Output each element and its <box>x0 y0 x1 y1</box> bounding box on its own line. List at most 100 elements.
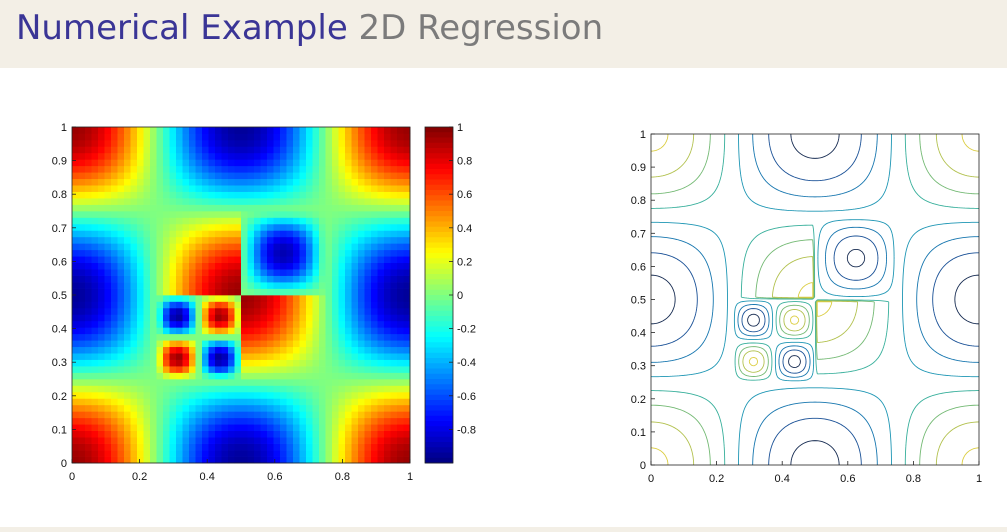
heatmap-cell <box>390 456 398 464</box>
heatmap-cell <box>280 243 287 251</box>
heatmap-cell <box>117 417 125 425</box>
heatmap-cell <box>280 424 287 432</box>
heatmap-cell <box>293 282 300 289</box>
heatmap-cell <box>332 320 339 328</box>
heatmap-cell <box>273 437 281 444</box>
heatmap-cell <box>143 327 151 335</box>
heatmap-cell <box>98 243 105 251</box>
heatmap-cell <box>319 456 326 464</box>
heatmap-cell <box>377 262 385 270</box>
heatmap-y-tick-label: 0.8 <box>52 189 67 201</box>
heatmap-cell <box>156 178 164 186</box>
heatmap-cell <box>124 430 131 438</box>
heatmap-cell <box>91 385 99 393</box>
heatmap-cell <box>312 178 320 186</box>
heatmap-cell <box>260 172 268 180</box>
heatmap-cell <box>215 443 222 451</box>
heatmap-cell <box>293 288 300 296</box>
heatmap-cell <box>124 456 131 464</box>
heatmap-cell <box>143 359 151 367</box>
heatmap-cell <box>72 404 79 412</box>
heatmap-cell <box>137 353 144 360</box>
heatmap-cell <box>254 456 261 464</box>
heatmap-cell <box>299 139 307 147</box>
heatmap-cell <box>176 152 183 160</box>
heatmap-cell <box>260 391 268 399</box>
heatmap-cell <box>221 307 229 315</box>
heatmap-cell <box>169 333 177 341</box>
heatmap-cell <box>195 417 203 425</box>
heatmap-cell <box>234 327 242 335</box>
heatmap-cell <box>117 185 125 192</box>
heatmap-cell <box>390 133 398 141</box>
heatmap-cell <box>156 236 164 244</box>
heatmap-y-tick-label: 0 <box>61 458 67 470</box>
heatmap-cell <box>176 333 183 341</box>
heatmap-cell <box>273 185 281 192</box>
colorbar-segment <box>425 184 453 191</box>
heatmap-cell <box>156 366 164 373</box>
heatmap-cell <box>312 249 320 257</box>
heatmap-cell <box>254 185 261 192</box>
contour-line <box>650 133 980 466</box>
heatmap-cell <box>345 288 352 296</box>
heatmap-cell <box>273 346 281 354</box>
heatmap-cell <box>72 139 79 147</box>
heatmap-cell <box>293 353 300 360</box>
heatmap-cell <box>332 346 339 354</box>
heatmap-cell <box>189 211 196 218</box>
heatmap-cell <box>403 198 411 205</box>
heatmap-cell <box>72 275 79 283</box>
heatmap-cell <box>267 314 274 322</box>
heatmap-cell <box>332 359 339 367</box>
heatmap-cell <box>254 404 261 412</box>
heatmap-cell <box>169 456 177 464</box>
heatmap-cell <box>104 385 112 393</box>
heatmap-cell <box>371 404 378 412</box>
heatmap-cell <box>260 204 268 212</box>
heatmap-cell <box>111 243 118 251</box>
heatmap-cell <box>260 178 268 186</box>
heatmap-cell <box>202 262 209 270</box>
heatmap-cell <box>358 404 365 412</box>
heatmap-cell <box>306 230 313 238</box>
heatmap-cell <box>312 314 320 322</box>
heatmap-cell <box>104 223 112 231</box>
heatmap-cell <box>358 372 365 380</box>
heatmap-cell <box>143 159 151 167</box>
heatmap-cell <box>377 385 385 393</box>
heatmap-cell <box>189 411 196 419</box>
heatmap-cell <box>130 417 138 425</box>
heatmap-cell <box>312 333 320 341</box>
heatmap-cell <box>312 185 320 192</box>
heatmap-cell <box>130 366 138 373</box>
heatmap-cell <box>130 295 138 302</box>
heatmap-cell <box>156 127 164 134</box>
heatmap-cell <box>267 230 274 238</box>
heatmap-cell <box>338 417 346 425</box>
heatmap-cell <box>403 417 411 425</box>
colorbar-tick-label: 0.8 <box>457 156 472 168</box>
heatmap-cell <box>312 398 320 406</box>
heatmap-cell <box>137 133 144 141</box>
heatmap-cell <box>78 385 86 393</box>
heatmap-cell <box>247 127 255 134</box>
heatmap-cell <box>384 236 391 244</box>
heatmap-cell <box>163 372 170 380</box>
heatmap-cell <box>299 172 307 180</box>
heatmap-cell <box>299 191 307 199</box>
heatmap-cell <box>150 353 157 360</box>
heatmap-cell <box>390 385 398 393</box>
heatmap-cell <box>351 230 359 238</box>
heatmap-cell <box>78 346 86 354</box>
heatmap-cell <box>384 191 391 199</box>
heatmap-cell <box>286 256 294 264</box>
heatmap-cell <box>111 379 118 386</box>
heatmap-cell <box>228 314 235 322</box>
contour-line <box>650 133 980 466</box>
heatmap-y-tick-label: 0.1 <box>52 424 67 436</box>
heatmap-cell <box>163 275 170 283</box>
colorbar-segment <box>425 137 453 144</box>
heatmap-cell <box>332 456 339 464</box>
heatmap-cell <box>72 437 79 444</box>
